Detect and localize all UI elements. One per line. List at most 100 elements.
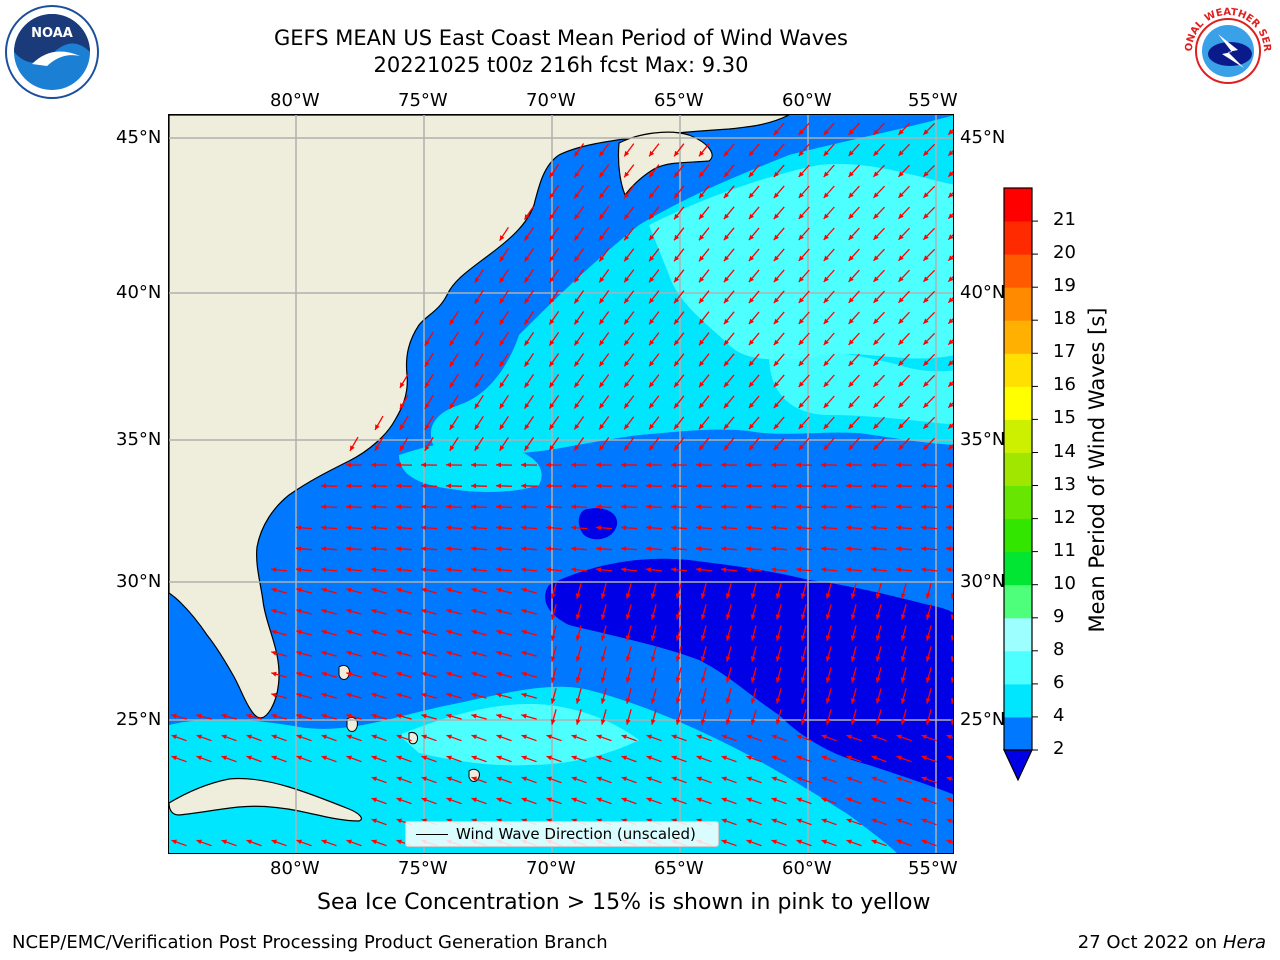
direction-arrow-head	[674, 339, 680, 346]
direction-arrow-head	[750, 635, 756, 641]
direction-arrow-head	[823, 171, 829, 177]
direction-arrow-head	[171, 755, 177, 761]
direction-arrow-head	[650, 593, 656, 599]
direction-arrow-head	[646, 567, 652, 573]
direction-arrow-head	[396, 629, 402, 635]
direction-arrow-head	[625, 635, 631, 641]
direction-arrow-head	[946, 483, 952, 489]
direction-arrow-head	[296, 650, 302, 656]
direction-arrow-head	[798, 213, 804, 219]
direction-arrow-head	[296, 629, 302, 635]
colorbar-tick-label: 13	[1053, 473, 1076, 495]
direction-arrow-head	[873, 360, 879, 366]
direction-arrow-head	[746, 462, 751, 468]
direction-arrow-head	[625, 593, 631, 599]
direction-arrow-head	[800, 593, 806, 599]
direction-arrow-head	[646, 797, 652, 803]
direction-arrow-head	[496, 671, 502, 677]
direction-arrow-head	[625, 677, 631, 683]
direction-arrow-head	[649, 444, 655, 451]
direction-arrow-head	[848, 402, 854, 408]
direction-arrow-head	[798, 339, 804, 345]
direction-arrow-head	[873, 402, 879, 408]
direction-arrow-head	[699, 234, 705, 241]
direction-arrow-head	[748, 381, 754, 388]
direction-arrow-head	[471, 525, 477, 531]
direction-arrow-head	[321, 587, 327, 593]
direction-arrow-head	[650, 614, 656, 620]
direction-arrow-head	[846, 818, 852, 824]
direction-arrow-head	[496, 713, 502, 719]
direction-arrow-head	[574, 256, 580, 262]
direction-arrow-head	[524, 403, 530, 409]
direction-arrow-head	[946, 462, 951, 468]
direction-arrow-head	[674, 192, 680, 199]
direction-arrow-head	[746, 504, 752, 510]
direction-arrow-head	[246, 839, 252, 845]
direction-arrow-head	[396, 776, 402, 782]
direction-arrow-head	[773, 276, 779, 283]
lat-label-left: 30°N	[116, 571, 162, 592]
direction-arrow-head	[800, 614, 806, 620]
direction-arrow-head	[296, 608, 302, 614]
direction-arrow-head	[396, 839, 402, 845]
direction-arrow-head	[748, 150, 754, 157]
direction-arrow-head	[796, 504, 802, 510]
direction-arrow-head	[846, 567, 852, 573]
direction-arrow-head	[900, 635, 906, 641]
direction-arrow-head	[346, 713, 352, 719]
colorbar-tick-label: 15	[1053, 407, 1076, 429]
direction-arrow-head	[399, 403, 405, 409]
direction-arrow-head	[674, 297, 680, 304]
chart-title: GEFS MEAN US East Coast Mean Period of W…	[274, 26, 848, 50]
colorbar-tick-label: 16	[1053, 374, 1076, 396]
direction-arrow-head	[674, 150, 680, 157]
direction-arrow-head	[675, 656, 681, 662]
direction-arrow-head	[948, 444, 953, 450]
direction-arrow-head	[796, 734, 802, 740]
direction-arrow-head	[571, 567, 577, 573]
direction-arrow-head	[321, 839, 327, 845]
direction-arrow-head	[524, 340, 530, 346]
direction-arrow-head	[748, 234, 754, 241]
direction-arrow-head	[773, 339, 779, 346]
direction-arrow-head	[574, 151, 580, 157]
direction-arrow-head	[823, 213, 829, 219]
direction-arrow-head	[449, 361, 455, 367]
direction-arrow-head	[346, 629, 352, 635]
colorbar-segment	[1004, 320, 1032, 354]
direction-arrow-head	[521, 692, 527, 698]
direction-arrow-head	[898, 255, 904, 261]
direction-arrow-head	[496, 692, 502, 698]
direction-arrow-head	[549, 445, 555, 451]
lon-label-top: 60°W	[782, 90, 832, 111]
lon-label-top: 55°W	[908, 90, 958, 111]
direction-arrow-head	[574, 298, 580, 304]
direction-arrow-head	[925, 593, 931, 599]
direction-arrow-head	[521, 567, 527, 573]
direction-arrow-head	[721, 567, 727, 573]
direction-arrow-head	[396, 818, 402, 824]
direction-arrow-head	[496, 462, 501, 468]
direction-arrow-head	[599, 340, 605, 346]
direction-arrow-head	[798, 129, 804, 135]
lon-label-bottom: 65°W	[654, 858, 704, 879]
direction-arrow-head	[946, 818, 952, 824]
direction-arrow-head	[649, 381, 655, 388]
direction-arrow-head	[748, 360, 754, 367]
direction-arrow-head	[800, 719, 806, 725]
direction-arrow-head	[449, 403, 455, 409]
direction-arrow-head	[775, 656, 781, 662]
direction-arrow-head	[650, 656, 656, 662]
direction-arrow-head	[873, 276, 879, 282]
direction-arrow-head	[471, 713, 477, 719]
direction-arrow-head	[823, 444, 829, 450]
direction-arrow-head	[821, 462, 826, 468]
direction-arrow-head	[624, 171, 630, 178]
direction-arrow-head	[746, 546, 752, 552]
direction-arrow-head	[896, 839, 902, 845]
direction-arrow-head	[575, 614, 581, 620]
period-region-6-8-east	[769, 350, 953, 425]
direction-arrow-head	[825, 677, 831, 683]
direction-arrow-head	[271, 650, 277, 656]
